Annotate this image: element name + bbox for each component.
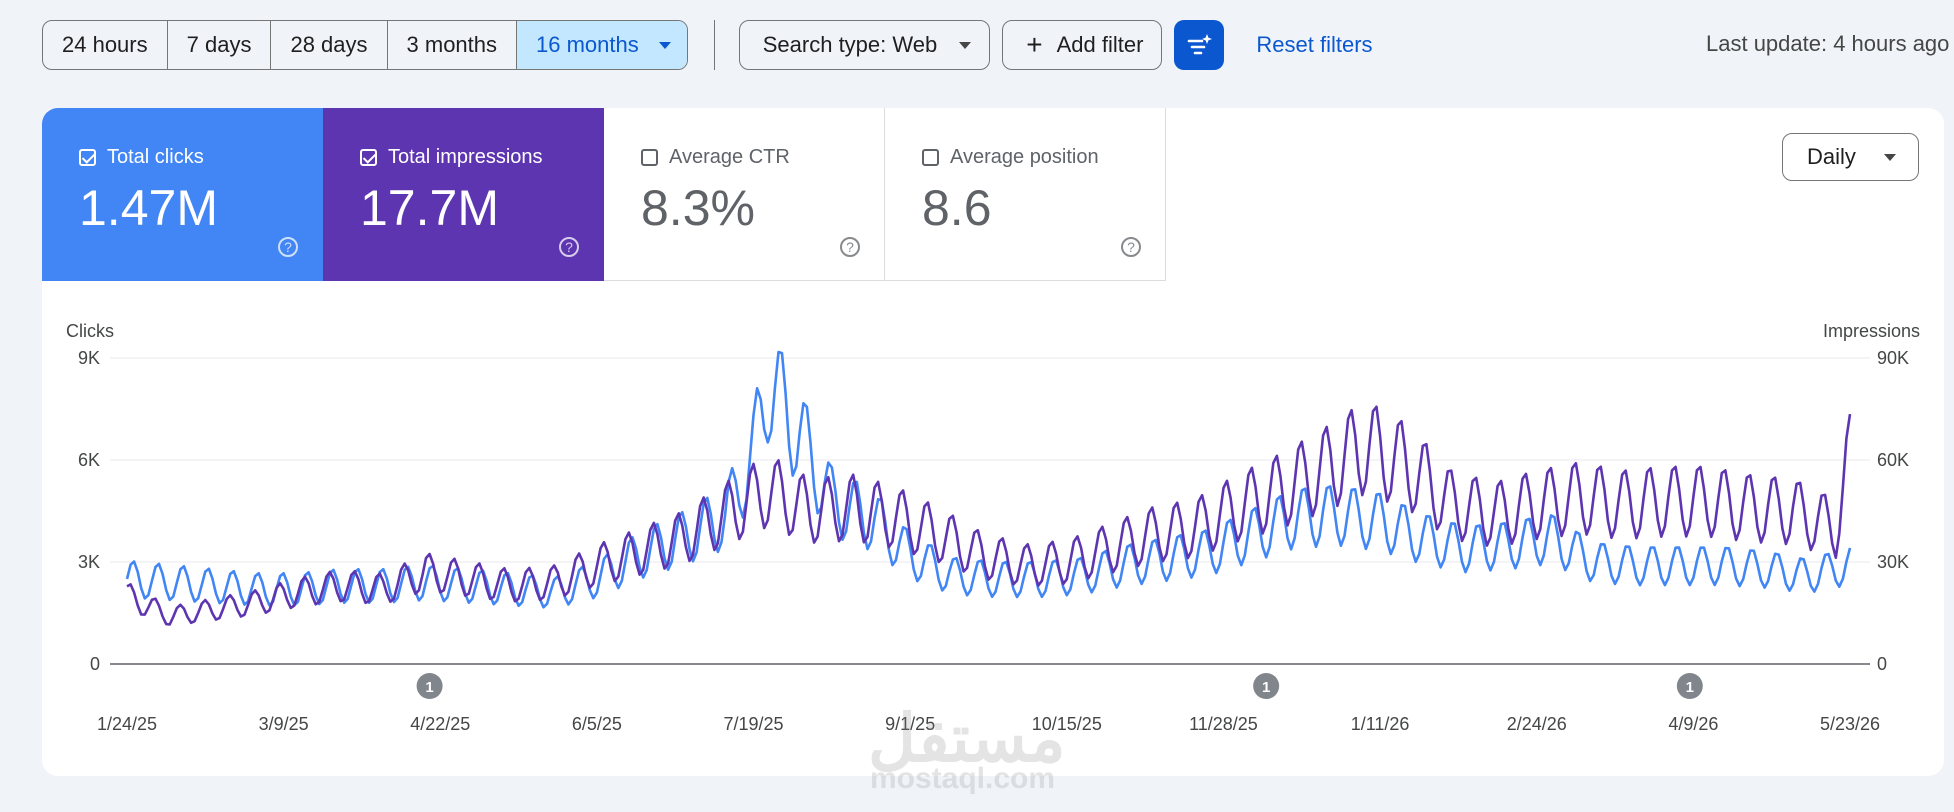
granularity-label: Daily: [1807, 144, 1856, 169]
checkbox-unchecked-icon: [922, 149, 939, 166]
x-tick-label: 1/24/25: [97, 714, 157, 734]
x-tick-label: 2/24/26: [1507, 714, 1567, 734]
x-tick-label: 5/23/26: [1820, 714, 1880, 734]
metric-label: Total clicks: [107, 146, 204, 168]
left-tick-label: 0: [90, 654, 100, 674]
x-tick-label: 4/9/26: [1668, 714, 1718, 734]
toolbar-divider: [713, 20, 715, 70]
range-3-months-button[interactable]: 3 months: [388, 21, 518, 69]
x-tick-label: 10/15/25: [1032, 714, 1102, 734]
left-tick-label: 6K: [78, 450, 100, 470]
chevron-down-icon: [658, 41, 671, 49]
range-16-months-button[interactable]: 16 months: [517, 21, 687, 69]
add-filter-button[interactable]: + Add filter: [1002, 20, 1163, 70]
date-range-selector: 24 hours 7 days 28 days 3 months 16 mont…: [42, 20, 688, 70]
metric-label-row: Total impressions: [360, 146, 543, 169]
annotation-label: 1: [425, 679, 433, 696]
metric-label: Total impressions: [388, 146, 543, 168]
help-icon[interactable]: ?: [1121, 237, 1141, 257]
left-axis-title: Clicks: [66, 321, 114, 341]
metric-label-row: Total clicks: [79, 146, 204, 169]
watermark-url: mostaql.com: [870, 762, 1056, 795]
help-icon[interactable]: ?: [559, 237, 579, 257]
performance-card: Total clicks 1.47M ? Total impressions 1…: [42, 108, 1944, 776]
left-tick-label: 9K: [78, 348, 100, 368]
checkbox-checked-icon: [360, 149, 377, 166]
metric-average-position[interactable]: Average position 8.6 ?: [885, 108, 1166, 281]
metric-average-ctr[interactable]: Average CTR 8.3% ?: [604, 108, 885, 281]
metric-value: 8.3%: [641, 180, 755, 236]
annotation-label: 1: [1262, 679, 1270, 696]
metric-label-row: Average CTR: [641, 146, 790, 169]
range-16-months-label: 16 months: [536, 32, 639, 57]
filter-sparkle-icon: [1188, 34, 1213, 55]
clicks-series-line: [125, 350, 1852, 609]
x-tick-label: 11/28/25: [1189, 714, 1258, 734]
search-type-label: Search type: Web: [762, 32, 938, 57]
checkbox-unchecked-icon: [641, 149, 658, 166]
performance-chart: Clicks Impressions 0 0 3K 30K 6K 60K 9K 90K 1/24/2…: [66, 321, 1920, 734]
annotation-marker: [1253, 673, 1280, 699]
metric-total-impressions[interactable]: Total impressions 17.7M ?: [323, 108, 604, 281]
right-tick-label: 30K: [1877, 552, 1909, 572]
right-tick-label: 0: [1877, 654, 1887, 674]
help-icon[interactable]: ?: [840, 237, 860, 257]
search-type-button[interactable]: Search type: Web: [738, 20, 991, 70]
range-28-days-button[interactable]: 28 days: [271, 21, 388, 69]
metric-label-row: Average position: [922, 146, 1099, 169]
range-24-hours-button[interactable]: 24 hours: [43, 21, 168, 69]
metric-total-clicks[interactable]: Total clicks 1.47M ?: [42, 108, 323, 281]
chevron-down-icon: [1883, 153, 1896, 161]
metric-value: 8.6: [922, 180, 992, 236]
add-filter-label: Add filter: [1056, 32, 1144, 57]
annotation-marker: [416, 673, 443, 699]
last-update-text: Last update: 4 hours ago: [1706, 31, 1950, 56]
range-7-days-button[interactable]: 7 days: [168, 21, 272, 69]
x-tick-label: 6/5/25: [572, 714, 622, 734]
metric-value: 1.47M: [79, 180, 218, 236]
granularity-select[interactable]: Daily: [1782, 133, 1919, 181]
metric-label: Average CTR: [669, 146, 790, 168]
x-tick-label: 1/11/26: [1351, 714, 1410, 734]
right-axis-title: Impressions: [1823, 321, 1920, 341]
plus-icon: +: [1026, 29, 1043, 60]
x-tick-label: 9/1/25: [885, 714, 935, 734]
x-tick-label: 4/22/25: [410, 714, 470, 734]
left-tick-label: 3K: [78, 552, 100, 572]
metric-label: Average position: [950, 146, 1099, 168]
impressions-series-line: [126, 405, 1852, 626]
x-tick-label: 3/9/25: [259, 714, 309, 734]
reset-filters-link[interactable]: Reset filters: [1256, 32, 1373, 57]
toolbar: 24 hours 7 days 28 days 3 months 16 mont…: [42, 20, 1373, 70]
x-tick-label: 7/19/25: [724, 714, 784, 734]
chevron-down-icon: [959, 41, 972, 49]
watermark-logo: مستقل: [868, 701, 1066, 775]
metric-value: 17.7M: [360, 180, 499, 236]
annotation-label: 1: [1686, 679, 1694, 696]
help-icon[interactable]: ?: [278, 237, 298, 257]
checkbox-checked-icon: [79, 149, 96, 166]
right-tick-label: 60K: [1877, 450, 1909, 470]
filter-sparkle-button[interactable]: [1174, 20, 1225, 70]
annotation-marker: [1676, 673, 1703, 699]
right-tick-label: 90K: [1877, 348, 1909, 368]
